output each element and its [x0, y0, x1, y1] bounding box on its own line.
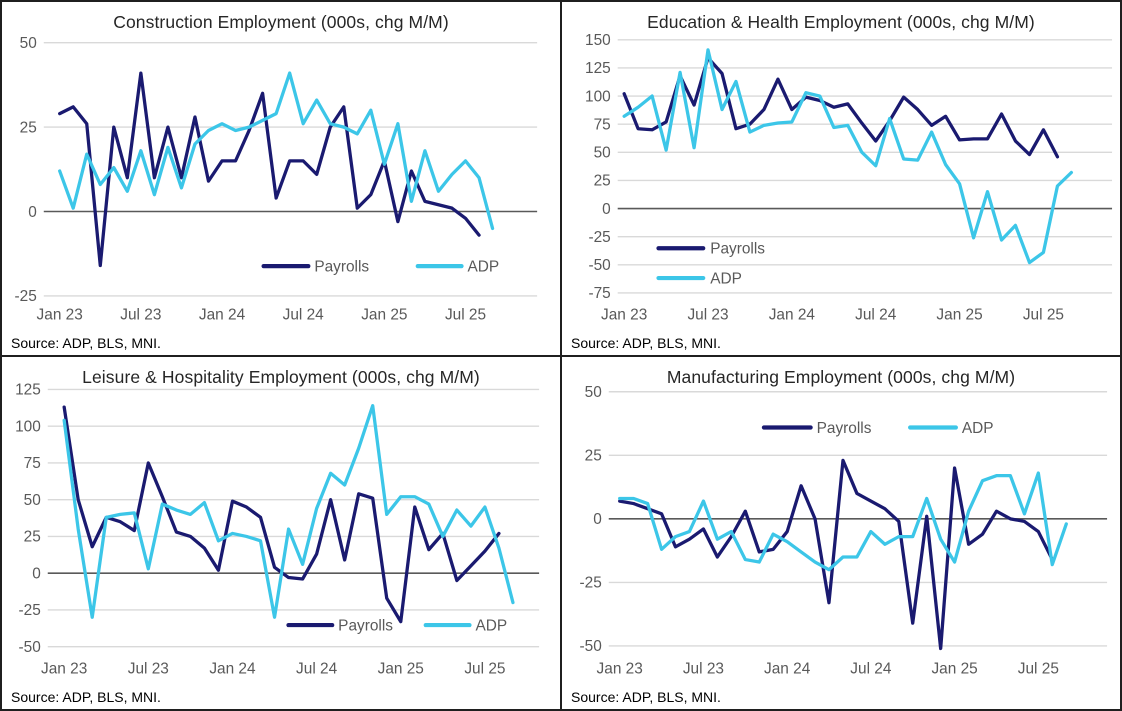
- y-tick-label: -50: [19, 638, 41, 655]
- legend-payrolls-label: Payrolls: [338, 617, 393, 634]
- panel-leisure-hospitality: Leisure & Hospitality Employment (000s, …: [2, 356, 560, 709]
- y-tick-label: -25: [588, 229, 610, 246]
- x-tick-label: Jul 25: [464, 660, 505, 677]
- x-tick-label: Jul 25: [1023, 307, 1064, 324]
- adp-line: [618, 470, 1068, 571]
- y-tick-label: 75: [24, 455, 41, 472]
- x-tick-label: Jul 23: [128, 660, 169, 677]
- chart-title-manufacturing: Manufacturing Employment (000s, chg M/M): [666, 366, 1016, 387]
- x-tick-label: Jul 23: [120, 307, 161, 324]
- x-tick-label: Jul 24: [855, 307, 897, 324]
- legend-adp-label: ADP: [710, 271, 742, 288]
- y-tick-label: -50: [580, 638, 602, 655]
- y-tick-label: -25: [15, 288, 37, 305]
- y-tick-label: -25: [580, 574, 602, 591]
- legend-payrolls-label: Payrolls: [710, 241, 765, 258]
- y-tick-label: 50: [585, 384, 602, 401]
- x-tick-label: Jan 23: [597, 660, 643, 677]
- source-note-construction: Source: ADP, BLS, MNI.: [11, 334, 161, 351]
- y-tick-label: 50: [24, 491, 41, 508]
- y-tick-label: 0: [593, 511, 602, 528]
- y-tick-label: 25: [24, 528, 41, 545]
- source-note-education-health: Source: ADP, BLS, MNI.: [571, 334, 721, 351]
- y-tick-label: 75: [594, 116, 611, 133]
- source-note-leisure-hospitality: Source: ADP, BLS, MNI.: [11, 689, 161, 705]
- x-tick-label: Jan 25: [361, 307, 407, 324]
- y-tick-label: 0: [32, 565, 41, 582]
- y-tick-label: 25: [594, 173, 611, 190]
- chart-plot-manufacturing: 50 25 0 -25 -50 Jan 23 Jul 23 Jan 24 Jul 24 Jan 2…: [580, 384, 1108, 677]
- legend-adp-label: ADP: [475, 617, 507, 634]
- adp-line: [62, 403, 515, 619]
- x-tick-label: Jan 24: [764, 660, 811, 677]
- y-tick-label: 50: [594, 145, 611, 162]
- x-tick-label: Jul 24: [296, 660, 338, 677]
- x-tick-label: Jan 23: [601, 307, 647, 324]
- x-tick-label: Jan 25: [378, 660, 424, 677]
- payrolls-line: [622, 56, 1060, 159]
- x-tick-label: Jul 25: [1018, 660, 1059, 677]
- source-note-manufacturing: Source: ADP, BLS, MNI.: [571, 689, 721, 705]
- x-tick-label: Jan 25: [936, 307, 982, 324]
- chart-title-education-health: Education & Health Employment (000s, chg…: [647, 12, 1035, 32]
- y-tick-label: 150: [585, 32, 611, 49]
- legend-payrolls-label: Payrolls: [314, 259, 369, 276]
- y-tick-label: 25: [20, 119, 37, 136]
- x-tick-label: Jan 24: [769, 307, 816, 324]
- x-tick-label: Jul 25: [445, 307, 486, 324]
- x-tick-label: Jan 24: [199, 307, 246, 324]
- legend-adp-label: ADP: [467, 259, 499, 276]
- y-tick-label: -50: [588, 257, 610, 274]
- x-tick-label: Jan 24: [209, 660, 256, 677]
- y-tick-label: 50: [20, 35, 37, 52]
- x-tick-label: Jul 23: [687, 307, 728, 324]
- y-tick-label: 0: [602, 201, 611, 218]
- payrolls-line: [58, 71, 481, 268]
- y-tick-label: 100: [585, 88, 611, 105]
- x-tick-label: Jul 24: [850, 660, 892, 677]
- y-tick-label: 100: [15, 418, 41, 435]
- x-tick-label: Jan 25: [931, 660, 977, 677]
- x-tick-label: Jan 23: [41, 660, 87, 677]
- chart-plot-education-health: 150 125 100 75 50 25 0 -25 -50 -75 Jan 23 Jul 23 Jan…: [585, 32, 1113, 324]
- y-tick-label: -25: [19, 602, 41, 619]
- legend-payrolls-label: Payrolls: [817, 419, 872, 436]
- adp-line: [58, 71, 495, 231]
- y-tick-label: 125: [585, 60, 611, 77]
- y-tick-label: 125: [15, 381, 41, 398]
- panel-construction: Construction Employment (000s, chg M/M) …: [2, 2, 560, 355]
- chart-title-construction: Construction Employment (000s, chg M/M): [113, 12, 449, 32]
- y-tick-label: 25: [585, 447, 602, 464]
- x-tick-label: Jul 24: [283, 307, 325, 324]
- payrolls-line: [618, 458, 1054, 650]
- adp-line: [622, 48, 1074, 265]
- panel-manufacturing: Manufacturing Employment (000s, chg M/M)…: [562, 356, 1120, 709]
- panel-education-health: Education & Health Employment (000s, chg…: [562, 2, 1120, 355]
- x-tick-label: Jan 23: [37, 307, 83, 324]
- y-tick-label: -75: [588, 285, 610, 302]
- y-tick-label: 0: [28, 204, 37, 221]
- x-tick-label: Jul 23: [683, 660, 724, 677]
- legend-adp-label: ADP: [962, 419, 994, 436]
- chart-title-leisure-hospitality: Leisure & Hospitality Employment (000s, …: [82, 366, 480, 387]
